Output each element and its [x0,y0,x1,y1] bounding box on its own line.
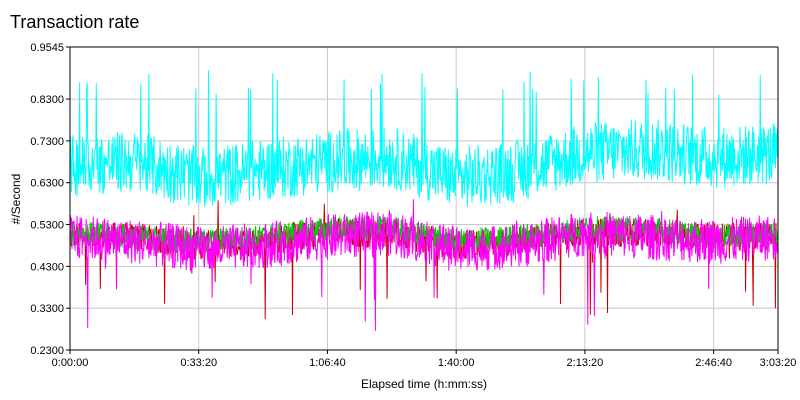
chart-title: Transaction rate [10,12,140,32]
y-axis-label: #/Second [9,174,23,225]
x-tick-label: 1:06:40 [309,357,346,369]
plot-frame [69,46,779,351]
x-tick-label: 3:03:20 [760,357,797,369]
y-tick-label: 0.9545 [30,42,64,54]
x-tick-label: 2:46:40 [695,357,732,369]
y-tick-label: 0.8300 [30,94,64,106]
series-layer [69,70,779,331]
series-line [69,199,779,331]
x-axis-label: Elapsed time (h:mm:ss) [361,377,487,391]
x-tick-label: 0:00:00 [52,357,89,369]
y-tick-label: 0.5300 [30,220,64,232]
y-tick-label: 0.7300 [30,136,64,148]
axis-layer: 0.2300 0.3300 0.4300 0.5300 0.6300 0.7300 0.83… [30,42,796,369]
x-tick-label: 0:33:20 [180,357,217,369]
plot-background [70,47,778,350]
x-tick-label: 1:40:00 [438,357,475,369]
y-tick-label: 0.6300 [30,178,64,190]
series-line [69,70,779,208]
y-tick-label: 0.4300 [30,261,64,273]
y-tick-label: 0.3300 [30,303,64,315]
y-tick-label: 0.2300 [30,345,64,357]
x-tick-label: 2:13:20 [567,357,604,369]
